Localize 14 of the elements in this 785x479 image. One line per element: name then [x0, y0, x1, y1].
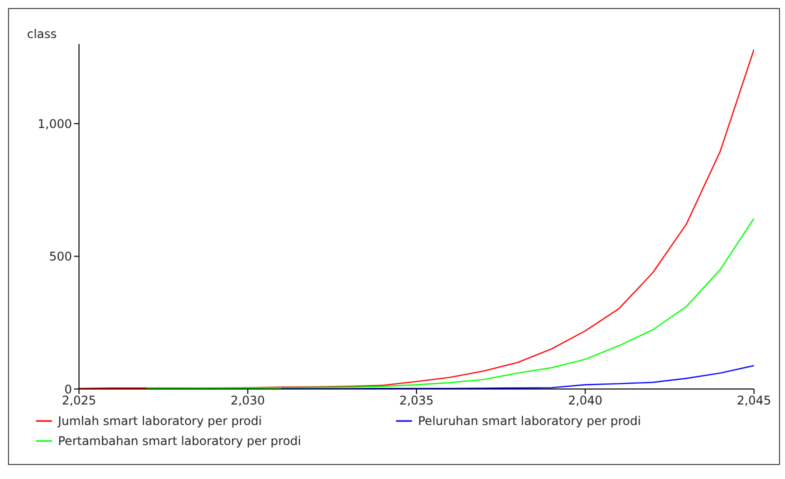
- line-series: [146, 218, 754, 389]
- y-tick-label: 1,000: [38, 116, 72, 131]
- x-tick-label: 2,025: [62, 394, 96, 408]
- y-tick-label: 500: [49, 250, 72, 264]
- x-tick-label: 2,035: [399, 394, 434, 408]
- legend-label: Pertambahan smart laboratory per prodi: [58, 434, 302, 448]
- x-tick-label: 2,030: [230, 394, 265, 408]
- x-tick-label: 2,045: [736, 394, 772, 408]
- x-tick-label: 2,040: [568, 394, 602, 408]
- legend-label: Jumlah smart laboratory per prodi: [58, 414, 262, 428]
- y-tick-label: 0: [64, 382, 72, 396]
- line-series: [280, 365, 754, 389]
- legend-label: Peluruhan smart laboratory per prodi: [418, 414, 641, 428]
- y-axis-title: class: [27, 27, 57, 41]
